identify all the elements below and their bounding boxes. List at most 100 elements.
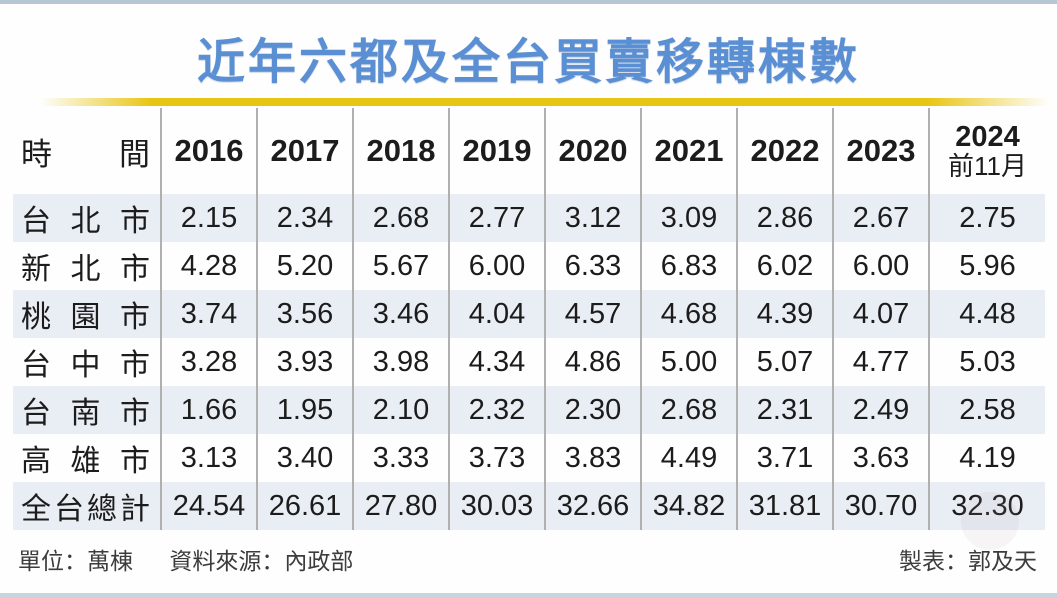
value-cell: 3.12: [544, 194, 641, 242]
row-label-char: 計: [120, 493, 150, 526]
table-body: 台北市 2.15 2.34 2.68 2.77 3.12 3.09 2.86 2.67 2.75 新…: [13, 194, 1045, 530]
value-cell: 2.77: [448, 194, 545, 242]
row-label-char: 市: [120, 445, 150, 478]
value-cell: 1.95: [256, 386, 353, 434]
value-cell: 3.98: [352, 338, 449, 386]
header-year-2024-line1: 2024: [955, 121, 1020, 154]
value-cell: 3.71: [736, 434, 833, 482]
header-year-2024-line2: 前11月: [948, 150, 1027, 181]
value-cell: 2.86: [736, 194, 833, 242]
value-cell: 2.30: [544, 386, 641, 434]
value-cell: 30.03: [448, 482, 545, 530]
value-cell: 4.57: [544, 290, 641, 338]
value-cell: 2.31: [736, 386, 833, 434]
value-cell: 5.00: [640, 338, 737, 386]
value-cell: 6.00: [832, 242, 929, 290]
bottom-border: [0, 593, 1057, 598]
row-label-char: 雄: [70, 445, 101, 478]
row-label-char: 市: [120, 205, 150, 238]
value-cell: 5.67: [352, 242, 449, 290]
page-title: 近年六都及全台買賣移轉棟數: [196, 36, 860, 89]
header-time: 時 間: [13, 108, 161, 194]
value-cell: 32.66: [544, 482, 641, 530]
header-year: 2022: [736, 108, 833, 194]
data-table: 時 間 2016 2017 2018 2019 2020 2021 2022 2023 202…: [13, 108, 1045, 530]
value-cell: 27.80: [352, 482, 449, 530]
value-cell: 30.70: [832, 482, 929, 530]
value-cell: 3.46: [352, 290, 449, 338]
row-label: 桃園市: [13, 290, 161, 338]
value-cell: 5.20: [256, 242, 353, 290]
title-underline: [40, 98, 1049, 106]
row-label-char: 北: [70, 253, 101, 286]
row-label-char: 市: [120, 253, 150, 286]
row-label-char: 台: [21, 205, 51, 238]
value-cell: 3.56: [256, 290, 353, 338]
value-cell: 32.30: [928, 482, 1045, 530]
row-label-char: 中: [70, 349, 101, 382]
header-year: 2018: [352, 108, 449, 194]
header-year: 2020: [544, 108, 641, 194]
value-cell: 2.67: [832, 194, 929, 242]
top-border: [0, 0, 1057, 4]
source-note: 資料來源：內政部: [169, 548, 354, 574]
value-cell: 4.28: [160, 242, 257, 290]
row-label: 台中市: [13, 338, 161, 386]
header-time-char: 間: [119, 136, 150, 172]
row-label: 全台總計: [13, 482, 161, 530]
value-cell: 3.93: [256, 338, 353, 386]
footer-notes: 單位：萬棟 資料來源：內政部: [18, 542, 383, 576]
row-label-char: 總: [87, 493, 117, 526]
footer: 單位：萬棟 資料來源：內政部 製表：郭及天: [18, 542, 1037, 576]
value-cell: 3.73: [448, 434, 545, 482]
row-label-char: 新: [21, 253, 51, 286]
value-cell: 3.83: [544, 434, 641, 482]
value-cell: 4.19: [928, 434, 1045, 482]
header-time-char: 時: [21, 136, 52, 172]
value-cell: 4.48: [928, 290, 1045, 338]
row-label: 台南市: [13, 386, 161, 434]
value-cell: 6.83: [640, 242, 737, 290]
value-cell: 2.68: [640, 386, 737, 434]
table-row: 高雄市 3.13 3.40 3.33 3.73 3.83 4.49 3.71 3.63 4.19: [13, 434, 1045, 482]
value-cell: 6.02: [736, 242, 833, 290]
table-row: 全台總計 24.54 26.61 27.80 30.03 32.66 34.82 31.81 3…: [13, 482, 1045, 530]
table-row: 桃園市 3.74 3.56 3.46 4.04 4.57 4.68 4.39 4.07 4.48: [13, 290, 1045, 338]
value-cell: 3.63: [832, 434, 929, 482]
value-cell: 2.10: [352, 386, 449, 434]
header-year: 2017: [256, 108, 353, 194]
value-cell: 4.34: [448, 338, 545, 386]
header-year: 2021: [640, 108, 737, 194]
table-row: 新北市 4.28 5.20 5.67 6.00 6.33 6.83 6.02 6.00 5.96: [13, 242, 1045, 290]
value-cell: 34.82: [640, 482, 737, 530]
row-label-char: 高: [21, 445, 51, 478]
value-cell: 1.66: [160, 386, 257, 434]
value-cell: 4.04: [448, 290, 545, 338]
value-cell: 4.86: [544, 338, 641, 386]
row-label-char: 全: [21, 493, 51, 526]
value-cell: 4.39: [736, 290, 833, 338]
value-cell: 3.74: [160, 290, 257, 338]
value-cell: 24.54: [160, 482, 257, 530]
row-label-char: 市: [120, 349, 150, 382]
row-label: 新北市: [13, 242, 161, 290]
header-year: 2019: [448, 108, 545, 194]
value-cell: 3.28: [160, 338, 257, 386]
value-cell: 4.68: [640, 290, 737, 338]
value-cell: 2.34: [256, 194, 353, 242]
value-cell: 4.77: [832, 338, 929, 386]
value-cell: 2.49: [832, 386, 929, 434]
value-cell: 5.03: [928, 338, 1045, 386]
value-cell: 3.09: [640, 194, 737, 242]
value-cell: 5.96: [928, 242, 1045, 290]
value-cell: 2.15: [160, 194, 257, 242]
row-label-char: 桃: [21, 301, 51, 334]
watermark: [961, 492, 1019, 550]
row-label: 台北市: [13, 194, 161, 242]
value-cell: 4.49: [640, 434, 737, 482]
row-label: 高雄市: [13, 434, 161, 482]
row-label-char: 市: [120, 301, 150, 334]
row-label-char: 台: [54, 493, 84, 526]
value-cell: 4.07: [832, 290, 929, 338]
